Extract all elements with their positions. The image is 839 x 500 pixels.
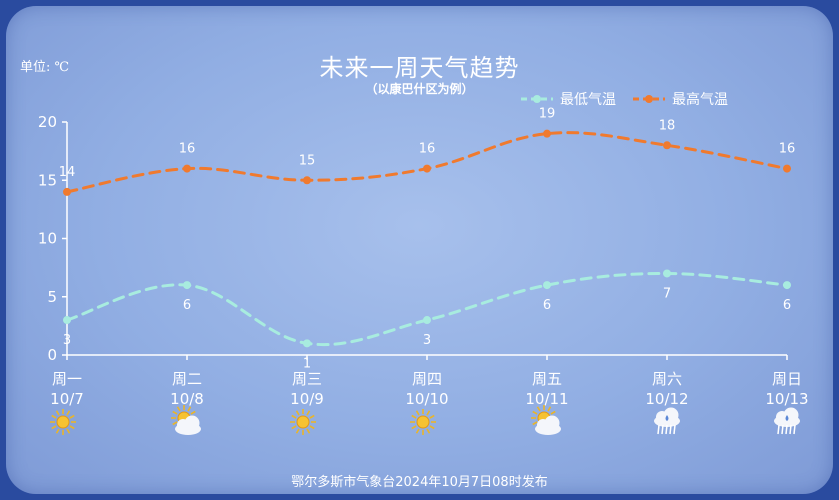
- min-temp-point: [63, 316, 71, 325]
- max-temp-data-label: 18: [659, 118, 676, 133]
- min-temp-data-label: 6: [183, 298, 191, 313]
- partly-cloudy-icon: [531, 405, 561, 435]
- x-date-label: 10/8: [170, 390, 204, 408]
- sunny-icon: [50, 409, 76, 435]
- sunny-icon: [410, 409, 436, 435]
- sunny-icon: [290, 409, 316, 435]
- max-temp-point: [663, 141, 671, 150]
- y-tick-label: 0: [47, 346, 57, 364]
- min-temp-point: [423, 316, 431, 325]
- legend-swatch-min: [521, 95, 553, 103]
- max-temp-data-label: 15: [299, 153, 316, 168]
- x-tick-label: 周五: [532, 370, 562, 388]
- legend-label-min: 最低气温: [560, 92, 616, 108]
- y-tick-label: 10: [38, 230, 57, 248]
- rain-icon: [774, 407, 800, 435]
- chart-subtitle: （以康巴什区为例）: [365, 82, 474, 96]
- x-date-label: 10/10: [405, 390, 448, 408]
- legend-item-min: 最低气温: [520, 89, 616, 109]
- chart-title: 未来一周天气趋势: [319, 54, 520, 82]
- x-tick-label: 周二: [172, 370, 202, 388]
- rain-icon: [654, 407, 680, 435]
- min-temp-data-label: 1: [303, 356, 311, 371]
- min-temp-data-label: 6: [543, 298, 551, 313]
- max-temp-point: [543, 129, 551, 138]
- x-tick-label: 周四: [412, 370, 442, 388]
- x-tick-label: 周日: [772, 370, 802, 388]
- max-temp-point: [63, 187, 71, 196]
- min-temp-data-label: 3: [423, 333, 431, 348]
- publisher-footer: 鄂尔多斯市气象台2024年10月7日08时发布: [291, 475, 548, 490]
- y-tick-label: 5: [47, 288, 57, 306]
- max-temp-data-label: 16: [419, 142, 436, 157]
- min-temp-point: [783, 281, 791, 290]
- max-temp-point: [183, 164, 191, 173]
- max-temp-point: [303, 176, 311, 185]
- legend: 最低气温 最高气温: [520, 90, 744, 108]
- max-temp-data-label: 14: [59, 165, 76, 180]
- x-tick-label: 周三: [292, 370, 322, 388]
- legend-item-max: 最高气温: [632, 89, 728, 109]
- legend-swatch-max: [633, 95, 665, 103]
- partly-cloudy-icon: [171, 405, 201, 435]
- min-temp-point: [303, 339, 311, 348]
- y-tick-label: 20: [38, 113, 57, 131]
- x-tick-label: 周一: [52, 370, 82, 388]
- min-temp-point: [663, 269, 671, 278]
- min-temp-data-label: 7: [663, 286, 671, 301]
- x-date-label: 10/11: [525, 390, 568, 408]
- min-temp-data-label: 6: [783, 298, 791, 313]
- legend-label-max: 最高气温: [672, 92, 728, 108]
- x-date-label: 10/7: [50, 390, 84, 408]
- x-date-label: 10/12: [645, 390, 688, 408]
- max-temp-point: [423, 164, 431, 173]
- chart-panel: [6, 6, 833, 494]
- max-temp-data-label: 19: [539, 107, 556, 122]
- max-temp-data-label: 16: [179, 142, 196, 157]
- x-date-label: 10/9: [290, 390, 324, 408]
- min-temp-point: [183, 281, 191, 290]
- y-tick-label: 15: [38, 171, 57, 189]
- min-temp-point: [543, 281, 551, 290]
- max-temp-data-label: 16: [779, 142, 796, 157]
- x-tick-label: 周六: [652, 370, 682, 388]
- x-date-label: 10/13: [765, 390, 808, 408]
- max-temp-point: [783, 164, 791, 173]
- unit-label: 单位: ℃: [20, 60, 70, 75]
- min-temp-data-label: 3: [63, 333, 71, 348]
